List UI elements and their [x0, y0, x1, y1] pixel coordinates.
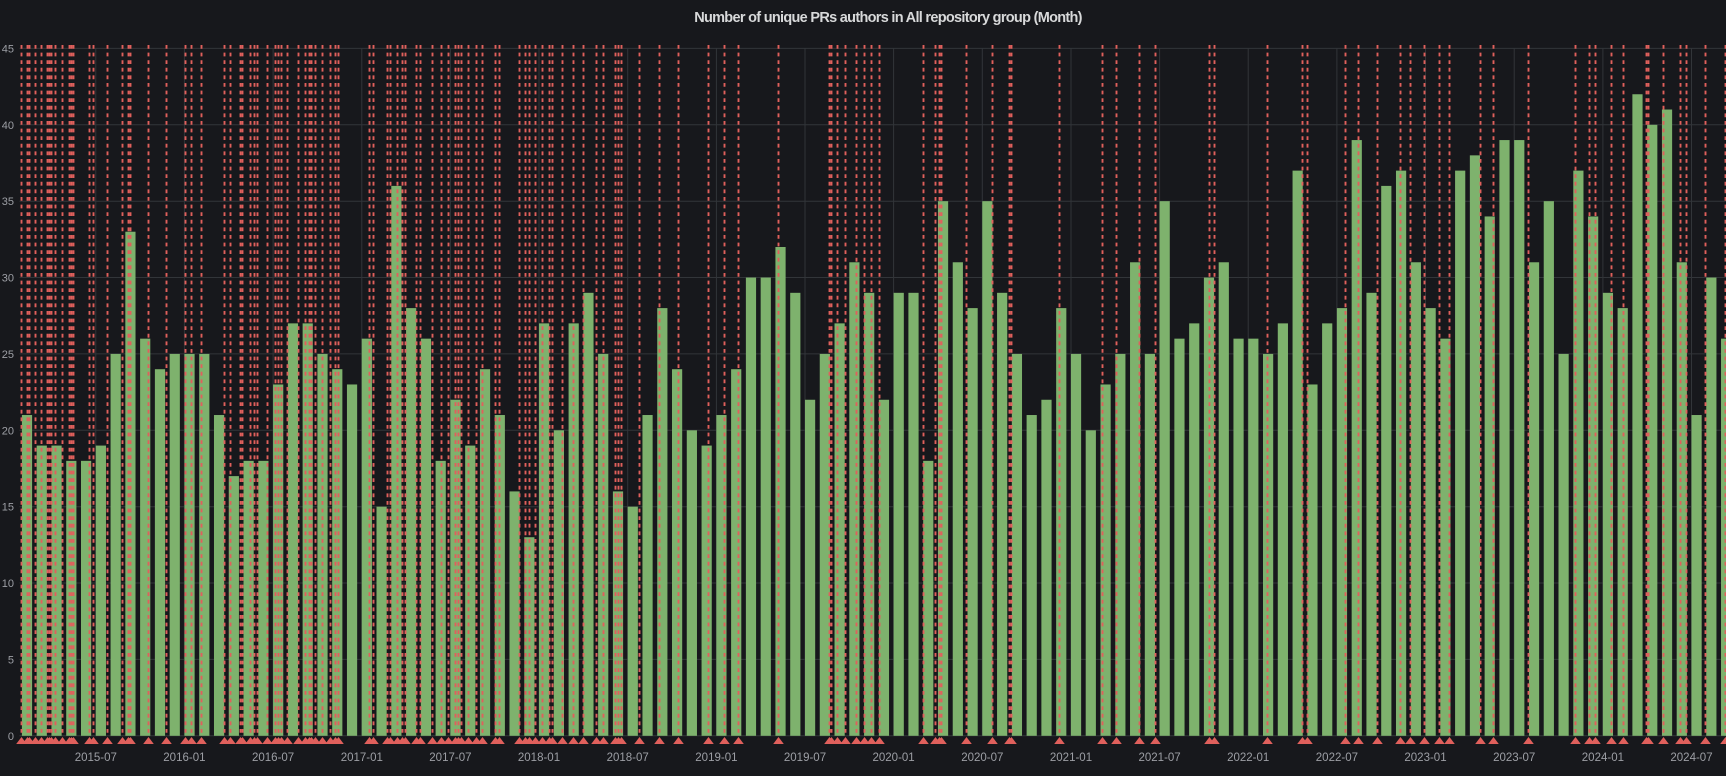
svg-text:2015-07: 2015-07 — [75, 752, 117, 764]
svg-text:2018-01: 2018-01 — [518, 752, 560, 764]
svg-text:2019-07: 2019-07 — [784, 752, 826, 764]
svg-text:2020-01: 2020-01 — [872, 752, 914, 764]
svg-text:20: 20 — [2, 425, 14, 437]
svg-text:2022-07: 2022-07 — [1316, 752, 1358, 764]
svg-text:40: 40 — [2, 120, 14, 132]
svg-text:2020-07: 2020-07 — [961, 752, 1003, 764]
svg-text:5: 5 — [8, 654, 14, 666]
svg-text:2023-07: 2023-07 — [1493, 752, 1535, 764]
svg-text:Number of unique PRs authors i: Number of unique PRs authors in All repo… — [694, 10, 1082, 26]
svg-text:15: 15 — [2, 502, 14, 514]
svg-text:25: 25 — [2, 349, 14, 361]
svg-text:2024-01: 2024-01 — [1582, 752, 1624, 764]
svg-text:2016-01: 2016-01 — [163, 752, 205, 764]
svg-text:35: 35 — [2, 196, 14, 208]
svg-text:2017-01: 2017-01 — [341, 752, 383, 764]
svg-text:2022-01: 2022-01 — [1227, 752, 1269, 764]
svg-text:2018-07: 2018-07 — [607, 752, 649, 764]
svg-text:30: 30 — [2, 273, 14, 285]
svg-text:45: 45 — [2, 43, 14, 55]
svg-text:2024-07: 2024-07 — [1670, 752, 1712, 764]
svg-text:2023-01: 2023-01 — [1404, 752, 1446, 764]
svg-text:2019-01: 2019-01 — [695, 752, 737, 764]
svg-text:2017-07: 2017-07 — [429, 752, 471, 764]
svg-text:2021-01: 2021-01 — [1050, 752, 1092, 764]
svg-text:0: 0 — [8, 731, 14, 743]
svg-text:10: 10 — [2, 578, 14, 590]
svg-text:2021-07: 2021-07 — [1138, 752, 1180, 764]
svg-text:2016-07: 2016-07 — [252, 752, 294, 764]
